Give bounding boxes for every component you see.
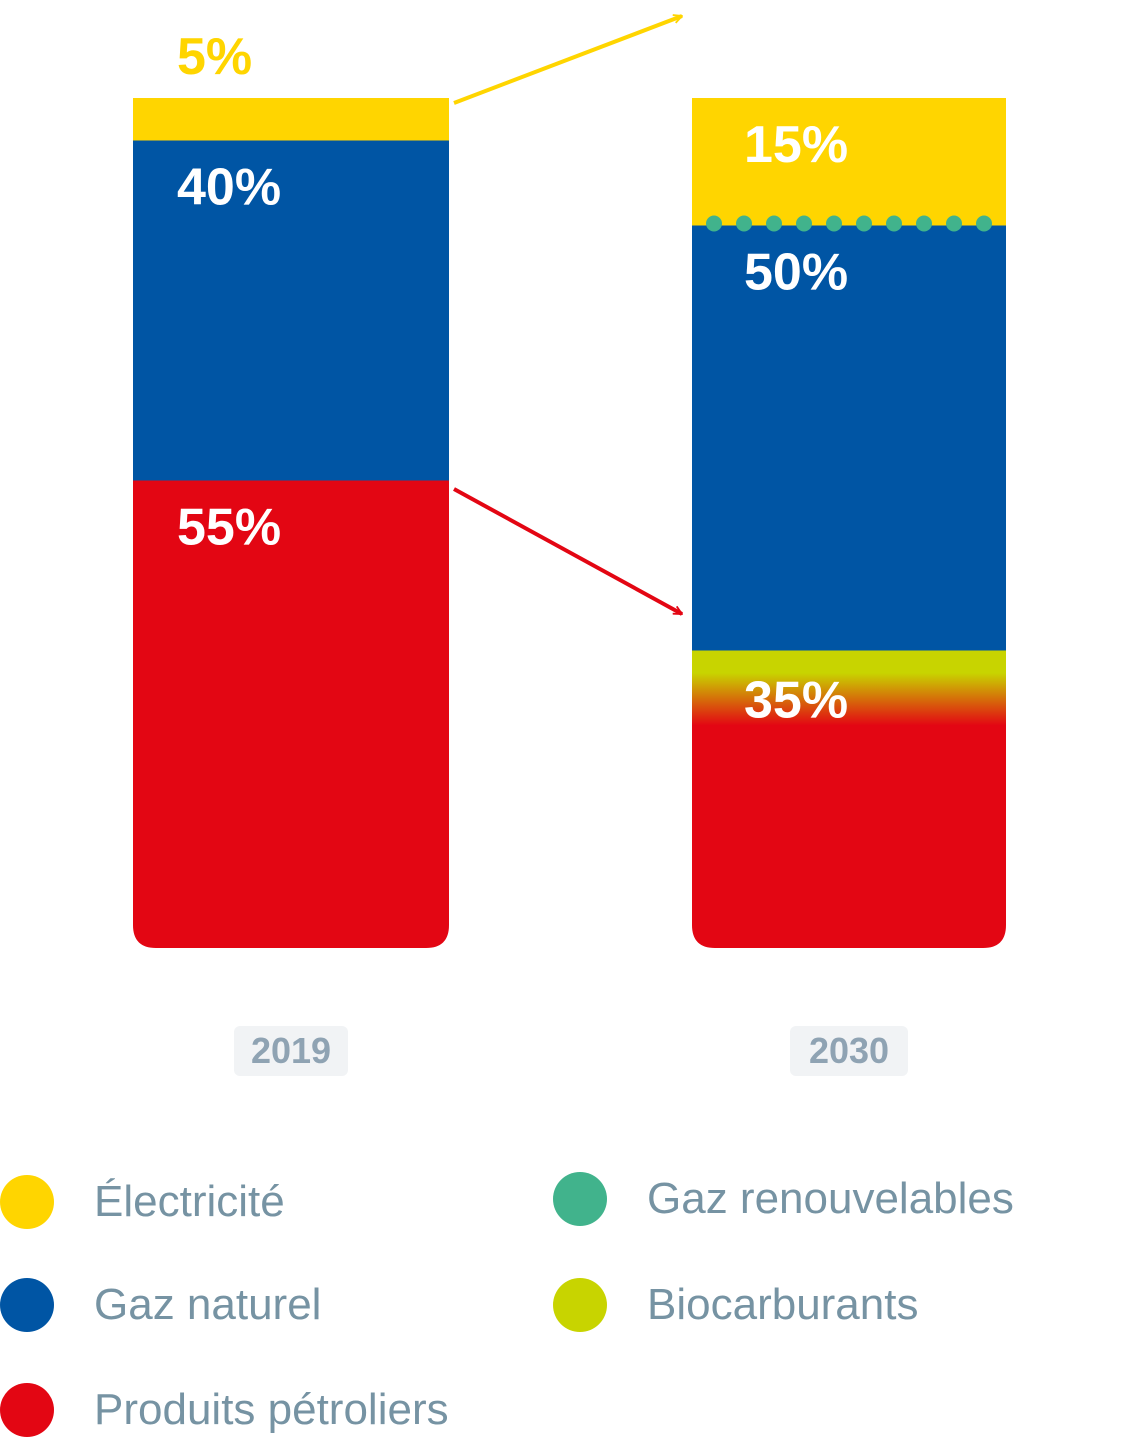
gaz-renouvelables-dot (886, 215, 902, 232)
gaz-renouvelables-dot (706, 215, 722, 232)
gaz-renouvelables-dot (766, 215, 782, 232)
bar-segment-gaz-naturel-2030 (692, 225, 1006, 651)
legend-item-gaz-renouvelables: Gaz renouvelables (553, 1169, 1014, 1229)
legend-label: Biocarburants (647, 1280, 919, 1329)
legend-swatch-biocarburants (553, 1278, 607, 1332)
stacked-bar-chart: 55% 40% 5% 50% 15% 35% (133, 14, 1006, 948)
year-label-2030: 2030 (790, 1026, 908, 1076)
legend-label: Gaz renouvelables (647, 1174, 1014, 1223)
biocarburants-blend-band (692, 650, 1006, 726)
gaz-renouvelables-dot (946, 215, 962, 232)
data-label-electricite-2030: 15% (744, 116, 848, 174)
legend-swatch-gaz-renouvelables (553, 1172, 607, 1226)
data-label-gaz-naturel-2019: 40% (177, 159, 281, 217)
bar-segment-gaz-naturel-2019 (133, 140, 449, 481)
legend-item-biocarburants: Biocarburants (553, 1275, 918, 1335)
legend-item-gaz-naturel: Gaz naturel (0, 1275, 321, 1335)
legend-swatch-produits-petroliers (0, 1383, 54, 1437)
bar-2019 (133, 98, 449, 948)
legend-label: Électricité (94, 1177, 285, 1226)
bar-segment-electricite-2019 (133, 98, 449, 141)
legend-swatch-gaz-naturel (0, 1278, 54, 1332)
gaz-renouvelables-dot (856, 215, 872, 232)
bar-segment-electricite-2030 (692, 98, 1006, 226)
year-label-2019: 2019 (234, 1026, 348, 1076)
legend-swatch-electricite (0, 1175, 54, 1229)
gaz-renouvelables-dot (976, 215, 992, 232)
gaz-renouvelables-dot (826, 215, 842, 232)
data-label-gaz-naturel-2030: 50% (744, 244, 848, 302)
legend-item-produits-petroliers: Produits pétroliers (0, 1380, 449, 1440)
arrow-produits-petroliers (453, 487, 682, 616)
gaz-renouvelables-dot (796, 215, 812, 232)
data-label-electricite-2019: 5% (177, 28, 252, 86)
legend-label: Gaz naturel (94, 1280, 322, 1329)
gaz-renouvelables-dot (916, 215, 932, 232)
arrow-electricite (453, 14, 682, 105)
data-label-produits-petroliers-2030: 35% (744, 672, 848, 730)
legend-label: Produits pétroliers (94, 1385, 449, 1434)
data-label-produits-petroliers-2019: 55% (177, 499, 281, 557)
legend-item-electricite: Électricité (0, 1172, 285, 1232)
bar-segment-produits-petroliers-2019 (133, 480, 449, 948)
gaz-renouvelables-dot (736, 215, 752, 232)
